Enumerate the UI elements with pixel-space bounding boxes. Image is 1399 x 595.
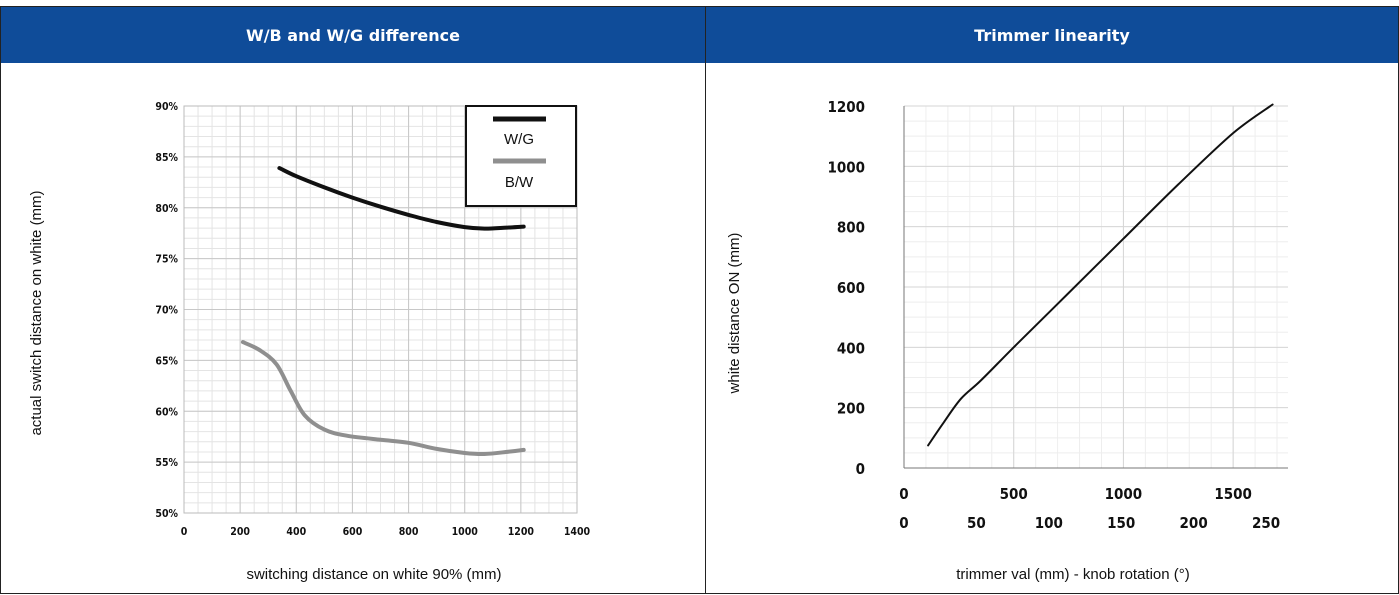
y-tick-label: 50% xyxy=(155,508,178,520)
x-tick-label-mm: 500 xyxy=(1000,485,1028,503)
x-tick-label-degrees: 150 xyxy=(1107,514,1135,532)
series-lines xyxy=(927,103,1274,447)
series-line-wg xyxy=(277,166,526,231)
legend-label-bw: B/W xyxy=(505,174,534,191)
x-tick-label-degrees: 0 xyxy=(899,514,908,532)
grid xyxy=(903,105,1288,469)
y-axis-title: white distance ON (mm) xyxy=(726,233,743,395)
y-tick-label: 1200 xyxy=(827,98,865,116)
x-tick-label: 200 xyxy=(230,526,250,538)
panel-title: W/B and W/G difference xyxy=(1,7,705,63)
y-axis-ticks: 50% 55% 60% 65% 70% 75% 80% 85% 90% xyxy=(155,101,178,520)
y-tick-label: 0 xyxy=(856,460,865,478)
x-tick-label: 0 xyxy=(181,526,188,538)
y-tick-label: 85% xyxy=(155,152,178,164)
y-axis-title: actual switch distance on white (mm) xyxy=(28,190,45,435)
trimmer-linearity-panel: Trimmer linearity 0 200 400 600 800 1000 1200 … xyxy=(705,6,1399,594)
y-tick-label: 70% xyxy=(155,305,178,317)
plot-border xyxy=(183,105,578,514)
x-tick-label-degrees: 50 xyxy=(967,514,986,532)
x-tick-label-mm: 1500 xyxy=(1214,485,1252,503)
x-axis-title: switching distance on white 90% (mm) xyxy=(246,566,501,583)
legend-box xyxy=(465,105,577,207)
x-tick-label: 800 xyxy=(399,526,419,538)
y-tick-label: 400 xyxy=(837,339,865,357)
x-axis-title: trimmer val (mm) - knob rotation (°) xyxy=(956,566,1190,583)
y-tick-label: 1000 xyxy=(827,158,865,176)
y-tick-label: 65% xyxy=(155,355,178,367)
series-lines xyxy=(240,166,526,457)
x-tick-label: 1200 xyxy=(508,526,535,538)
x-axis-ticks: 0 200 400 600 800 1000 1200 1400 xyxy=(181,526,591,538)
y-tick-label: 90% xyxy=(155,101,178,113)
x-tick-label-mm: 0 xyxy=(899,485,908,503)
y-tick-label: 800 xyxy=(837,219,865,237)
y-tick-label: 200 xyxy=(837,400,865,418)
x-tick-label-degrees: 100 xyxy=(1035,514,1063,532)
legend: W/G B/W xyxy=(465,105,577,207)
y-tick-label: 80% xyxy=(155,203,178,215)
series-line-bw xyxy=(240,340,526,457)
series-line-trimmer xyxy=(927,103,1274,447)
panel-title: Trimmer linearity xyxy=(706,7,1398,63)
x-axis-ticks: 0 500 1000 1500 0 50 100 150 200 250 xyxy=(899,485,1280,532)
y-axis-ticks: 0 200 400 600 800 1000 1200 xyxy=(827,98,865,478)
y-tick-label: 55% xyxy=(155,457,178,469)
x-tick-label: 600 xyxy=(343,526,363,538)
legend-label-wg: W/G xyxy=(504,131,534,148)
y-tick-label: 75% xyxy=(155,254,178,266)
y-tick-label: 600 xyxy=(837,279,865,297)
x-tick-label-degrees: 200 xyxy=(1180,514,1208,532)
wb-wg-difference-chart: 50% 55% 60% 65% 70% 75% 80% 85% 90% 0 200 400 600 80… xyxy=(28,101,591,583)
x-tick-label-mm: 1000 xyxy=(1105,485,1143,503)
trimmer-linearity-chart: 0 200 400 600 800 1000 1200 0 500 1000 1500 0 50 100… xyxy=(726,98,1288,583)
x-tick-label: 1000 xyxy=(452,526,479,538)
y-tick-label: 60% xyxy=(155,406,178,418)
wb-wg-difference-panel: W/B and W/G difference 50% 55% 60% 65% 70% 75… xyxy=(0,6,706,594)
x-tick-label: 1400 xyxy=(564,526,591,538)
x-tick-label-degrees: 250 xyxy=(1252,514,1280,532)
x-tick-label: 400 xyxy=(286,526,306,538)
